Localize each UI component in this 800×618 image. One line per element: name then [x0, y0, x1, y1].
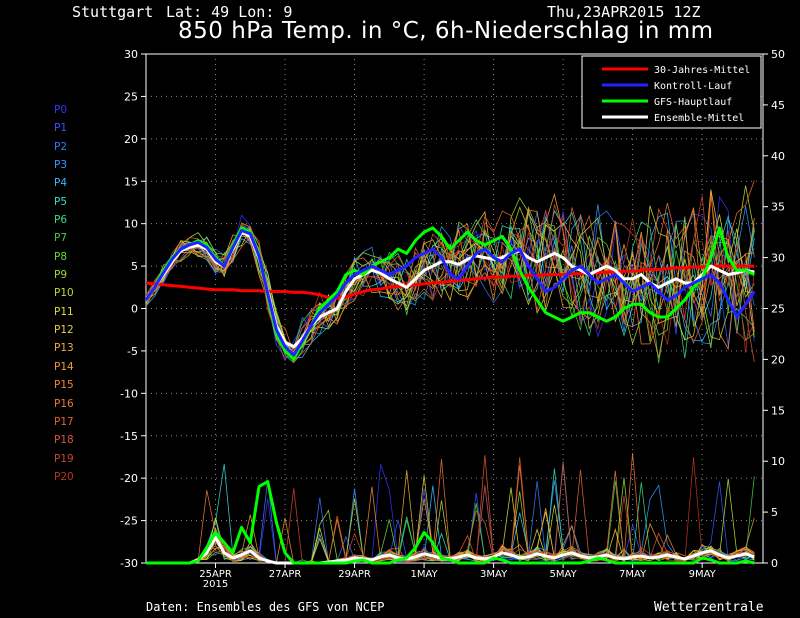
member-label-p15: P15	[54, 379, 74, 392]
member-label-p17: P17	[54, 415, 74, 428]
x-tick-label: 5MAY	[550, 569, 578, 580]
member-label-p7: P7	[54, 232, 68, 245]
member-label-p5: P5	[54, 195, 68, 208]
member-precip-line	[146, 477, 755, 564]
temp-tick-label: -30	[120, 557, 138, 570]
member-label-p9: P9	[54, 269, 68, 282]
precip-tick-label: 10	[771, 455, 785, 468]
x-tick-label: 29APR	[338, 569, 371, 580]
member-temp-line	[145, 207, 755, 358]
gfs-hauptlauf-niederschlag-line	[146, 480, 755, 565]
precip-tick-label: 0	[771, 557, 778, 570]
x-tick-label: 9MAY	[689, 569, 717, 580]
x-tick-label: 25APR	[199, 569, 232, 580]
temp-tick-label: 30	[124, 48, 138, 61]
temp-tick-label: 20	[124, 133, 138, 146]
x-tick-label: 1MAY	[410, 569, 438, 580]
member-precip-line	[146, 479, 755, 564]
temp-tick-label: -15	[120, 430, 138, 443]
legend-label: GFS-Hauptlauf	[654, 97, 732, 108]
precip-tick-label: 30	[771, 252, 785, 265]
member-label-p19: P19	[54, 452, 74, 465]
chart-title: 850 hPa Temp. in °C, 6h-Niederschlag in …	[178, 18, 714, 44]
member-precip-line	[146, 478, 755, 564]
gfs-hauptlauf-line	[144, 226, 755, 361]
member-label-p16: P16	[54, 397, 74, 410]
member-label-p1: P1	[54, 122, 68, 135]
member-label-p11: P11	[54, 305, 74, 318]
member-label-p12: P12	[54, 324, 74, 337]
x-tick-label: 2015	[203, 579, 228, 590]
source-label: Daten: Ensembles des GFS von NCEP	[146, 600, 385, 614]
precip-tick-label: 35	[771, 201, 785, 214]
temp-tick-label: -25	[120, 515, 138, 528]
precip-tick-label: 20	[771, 353, 785, 366]
x-tick-label: 27APR	[269, 569, 302, 580]
member-label-p0: P0	[54, 104, 68, 116]
temp-tick-label: 10	[124, 218, 138, 231]
brand-label: Wetterzentrale	[654, 600, 764, 615]
member-precip-line	[146, 488, 755, 564]
member-label-p3: P3	[54, 159, 68, 172]
precip-tick-label: 5	[771, 506, 778, 519]
run-label: Thu,23APR2015 12Z	[547, 3, 701, 21]
x-tick-label: 7MAY	[619, 569, 647, 580]
member-label-p8: P8	[54, 250, 68, 263]
plot-frame	[145, 53, 764, 564]
temp-tick-label: -10	[120, 387, 138, 400]
member-temp-line	[145, 195, 755, 361]
member-label-p6: P6	[54, 214, 68, 227]
temp-tick-label: 0	[131, 303, 138, 316]
member-temp-line	[145, 189, 755, 360]
kontroll-lauf-line	[144, 229, 756, 357]
temp-tick-label: 5	[131, 260, 138, 273]
temp-tick-label: 15	[124, 175, 138, 188]
member-precip-line	[146, 475, 755, 564]
legend-label: Ensemble-Mittel	[654, 113, 744, 124]
member-list: P0 P1 P2 P3 P4 P5 P6 P7 P8 P9 P10 P11 P12 P13 P14 P15 P1…	[54, 101, 114, 486]
member-precip-line	[146, 476, 755, 564]
precip-tick-label: 40	[771, 150, 785, 163]
location-label: Stuttgart	[72, 3, 154, 21]
member-label-p10: P10	[54, 287, 74, 300]
member-precip-line	[146, 480, 755, 564]
member-label-p4: P4	[54, 177, 68, 190]
member-label-p18: P18	[54, 434, 74, 447]
legend-label: Kontroll-Lauf	[654, 81, 732, 92]
member-label-p14: P14	[54, 360, 74, 373]
precip-tick-label: 50	[771, 48, 785, 61]
30-jahres-mittel-line	[145, 264, 755, 300]
x-tick-label: 3MAY	[480, 569, 508, 580]
member-label-p13: P13	[54, 342, 74, 355]
precip-tick-label: 45	[771, 99, 785, 112]
member-label-p20: P20	[54, 470, 74, 483]
member-label-p2: P2	[54, 140, 68, 153]
temp-tick-label: -20	[120, 472, 138, 485]
member-temp-line	[145, 205, 755, 348]
temp-tick-label: 25	[124, 90, 138, 103]
legend-label: 30-Jahres-Mittel	[654, 65, 750, 76]
coords-label: Lat: 49 Lon: 9	[166, 3, 293, 21]
precip-tick-label: 15	[771, 404, 785, 417]
precip-tick-label: 25	[771, 303, 785, 316]
temp-tick-label: -5	[127, 345, 138, 358]
